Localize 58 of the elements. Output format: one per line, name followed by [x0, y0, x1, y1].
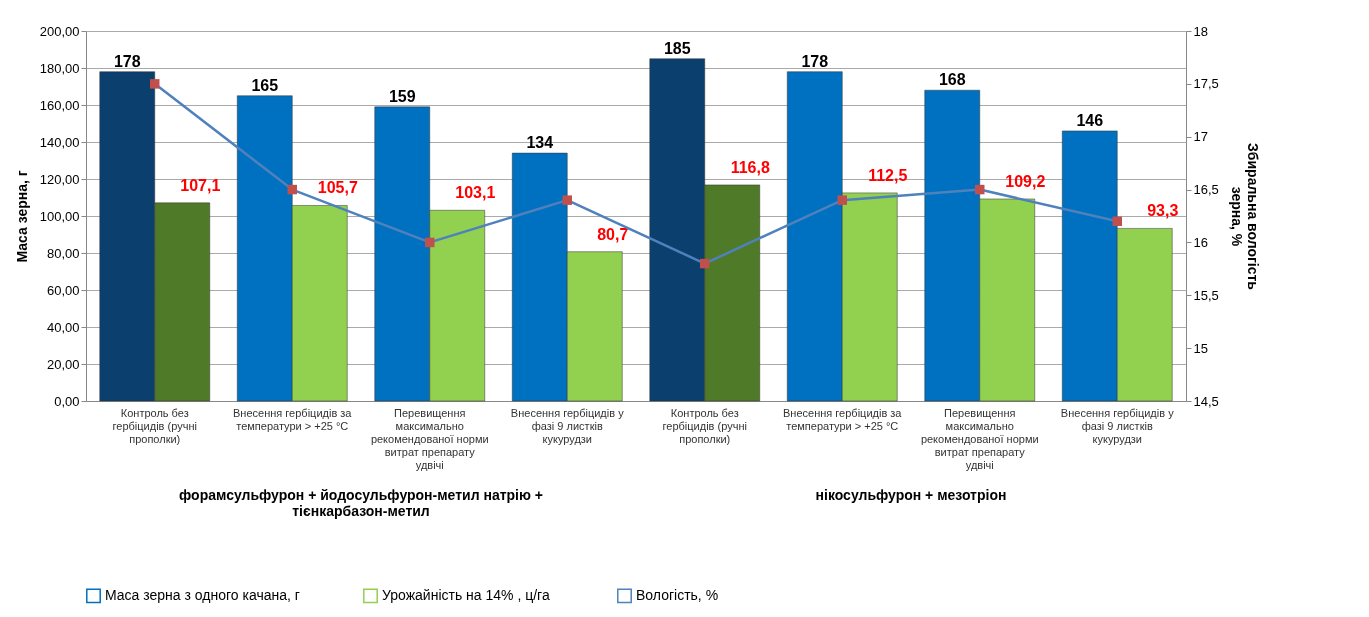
y-tick-label: 0,00 [54, 393, 80, 409]
y-tick-label: 80,00 [46, 245, 80, 261]
y2-tick-label: 16,5 [1193, 182, 1219, 198]
data-label: 146 [1076, 111, 1104, 129]
point [425, 237, 435, 248]
data-label: 109,2 [1005, 172, 1046, 190]
text: нікосульфурон + мезотріон [815, 487, 1007, 503]
y-tick-label: 60,00 [46, 282, 80, 298]
y-tick-label: 100,00 [39, 208, 80, 224]
y2-tick-label: 16 [1193, 234, 1208, 250]
y2-tick-label: 15,5 [1193, 287, 1219, 303]
legend-label: Урожайність на 14% , ц/га [382, 586, 550, 603]
x-tick-label: Внесення гербіцидів за температури > +25 °C [233, 406, 353, 432]
y2-tick-label: 15 [1193, 340, 1208, 356]
point [700, 258, 710, 269]
y2-tick-label: 17,5 [1193, 76, 1219, 92]
data-label: 168 [938, 71, 966, 89]
data-label: 103,1 [455, 184, 496, 202]
point [562, 195, 572, 205]
x-tick-label: Контроль без гербіцидів (ручні прополки) [112, 406, 197, 445]
point [837, 195, 847, 205]
y-tick-label: 120,00 [39, 171, 80, 187]
x-tick-label: Внесення гербіцидів у фазі 9 листків кукурудзи [510, 406, 625, 445]
y-tick-label: 160,00 [39, 97, 80, 113]
data-label: 178 [113, 52, 141, 70]
y-tick-label: 140,00 [39, 134, 80, 150]
point [975, 184, 985, 195]
data-label: 185 [663, 39, 691, 57]
y-axis-title: Маса зерна, г [13, 170, 30, 263]
point [150, 79, 160, 89]
x-tick-label: Контроль без гербіцидів (ручні прополки) [662, 406, 747, 445]
x-tick-label: Внесення гербіцидів у фазі 9 листків кукурудзи [1060, 406, 1175, 445]
y2-tick-label: 18 [1193, 23, 1208, 39]
data-label: 107,1 [180, 176, 221, 194]
legend-label: Маса зерна з одного качана, г [105, 586, 300, 603]
legend-label: Вологість, % [636, 586, 719, 603]
data-label: 105,7 [317, 179, 358, 197]
data-label: 116,8 [730, 158, 770, 176]
point [1112, 216, 1122, 227]
y2-axis-title: Збиральна вологість зерна, % [1228, 143, 1261, 291]
x-tick-label: Перевищення максимально рекомендованої норми витрат препарату удвічі [920, 406, 1039, 471]
data-label: 134 [526, 134, 554, 152]
data-label: 112,5 [868, 166, 908, 184]
y-tick-label: 40,00 [46, 319, 80, 335]
x-tick-label: Перевищення максимально рекомендованої норми витрат препарату удвічі [370, 406, 489, 471]
data-label: 93,3 [1147, 202, 1179, 220]
y2-tick-label: 17 [1193, 129, 1208, 145]
x-tick-label: Внесення гербіцидів за температури > +25 °C [783, 406, 903, 432]
data-label: 159 [388, 87, 416, 105]
data-label: 165 [251, 76, 279, 94]
y-tick-label: 20,00 [46, 356, 80, 372]
y-tick-label: 200,00 [39, 23, 80, 39]
data-label: 80,7 [597, 225, 629, 243]
point [287, 184, 297, 195]
y2-tick-label: 14,5 [1193, 393, 1219, 409]
data-label: 178 [801, 52, 829, 70]
y-tick-label: 180,00 [39, 60, 80, 76]
text: форамсульфурон + йодосульфурон-метил натрію + тієнкарбазон-метил [179, 487, 543, 519]
